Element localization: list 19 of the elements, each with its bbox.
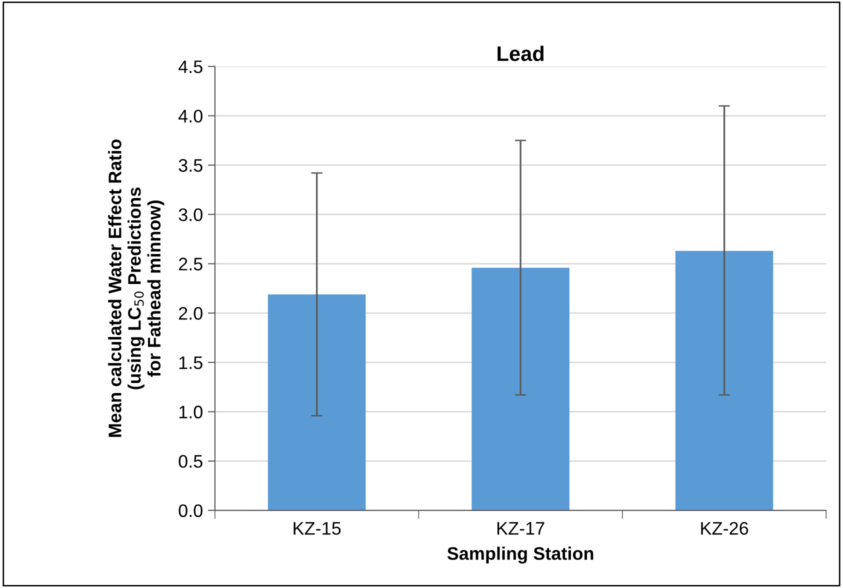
y-tick-label: 4.0 xyxy=(178,110,202,122)
x-axis-title: Sampling Station xyxy=(447,546,594,564)
bar xyxy=(268,294,366,510)
y-tick-label: 2.0 xyxy=(178,307,202,320)
chart-title: Lead xyxy=(498,46,544,62)
y-axis-title: Mean calculated Water Effect Ratio (using LC$_{50}$ Predictions for Fathead minnow) xyxy=(108,139,164,437)
bar xyxy=(675,250,774,510)
y-tick-label: 3.0 xyxy=(178,208,202,222)
y-tick-label: 1.5 xyxy=(179,356,202,370)
bar xyxy=(472,268,570,510)
y-tick-label: 4.5 xyxy=(178,60,202,74)
x-tick-label: KZ-17 xyxy=(497,522,544,535)
y-tick-label: 1.0 xyxy=(179,406,202,418)
y-tick-label: 2.5 xyxy=(178,258,202,270)
y-tick-label: 0.5 xyxy=(178,454,202,468)
x-tick-label: KZ-26 xyxy=(701,522,748,535)
y-tick-label: 0.0 xyxy=(178,504,202,518)
y-tick-label: 3.5 xyxy=(178,159,202,172)
x-tick-label: KZ-15 xyxy=(294,522,341,535)
